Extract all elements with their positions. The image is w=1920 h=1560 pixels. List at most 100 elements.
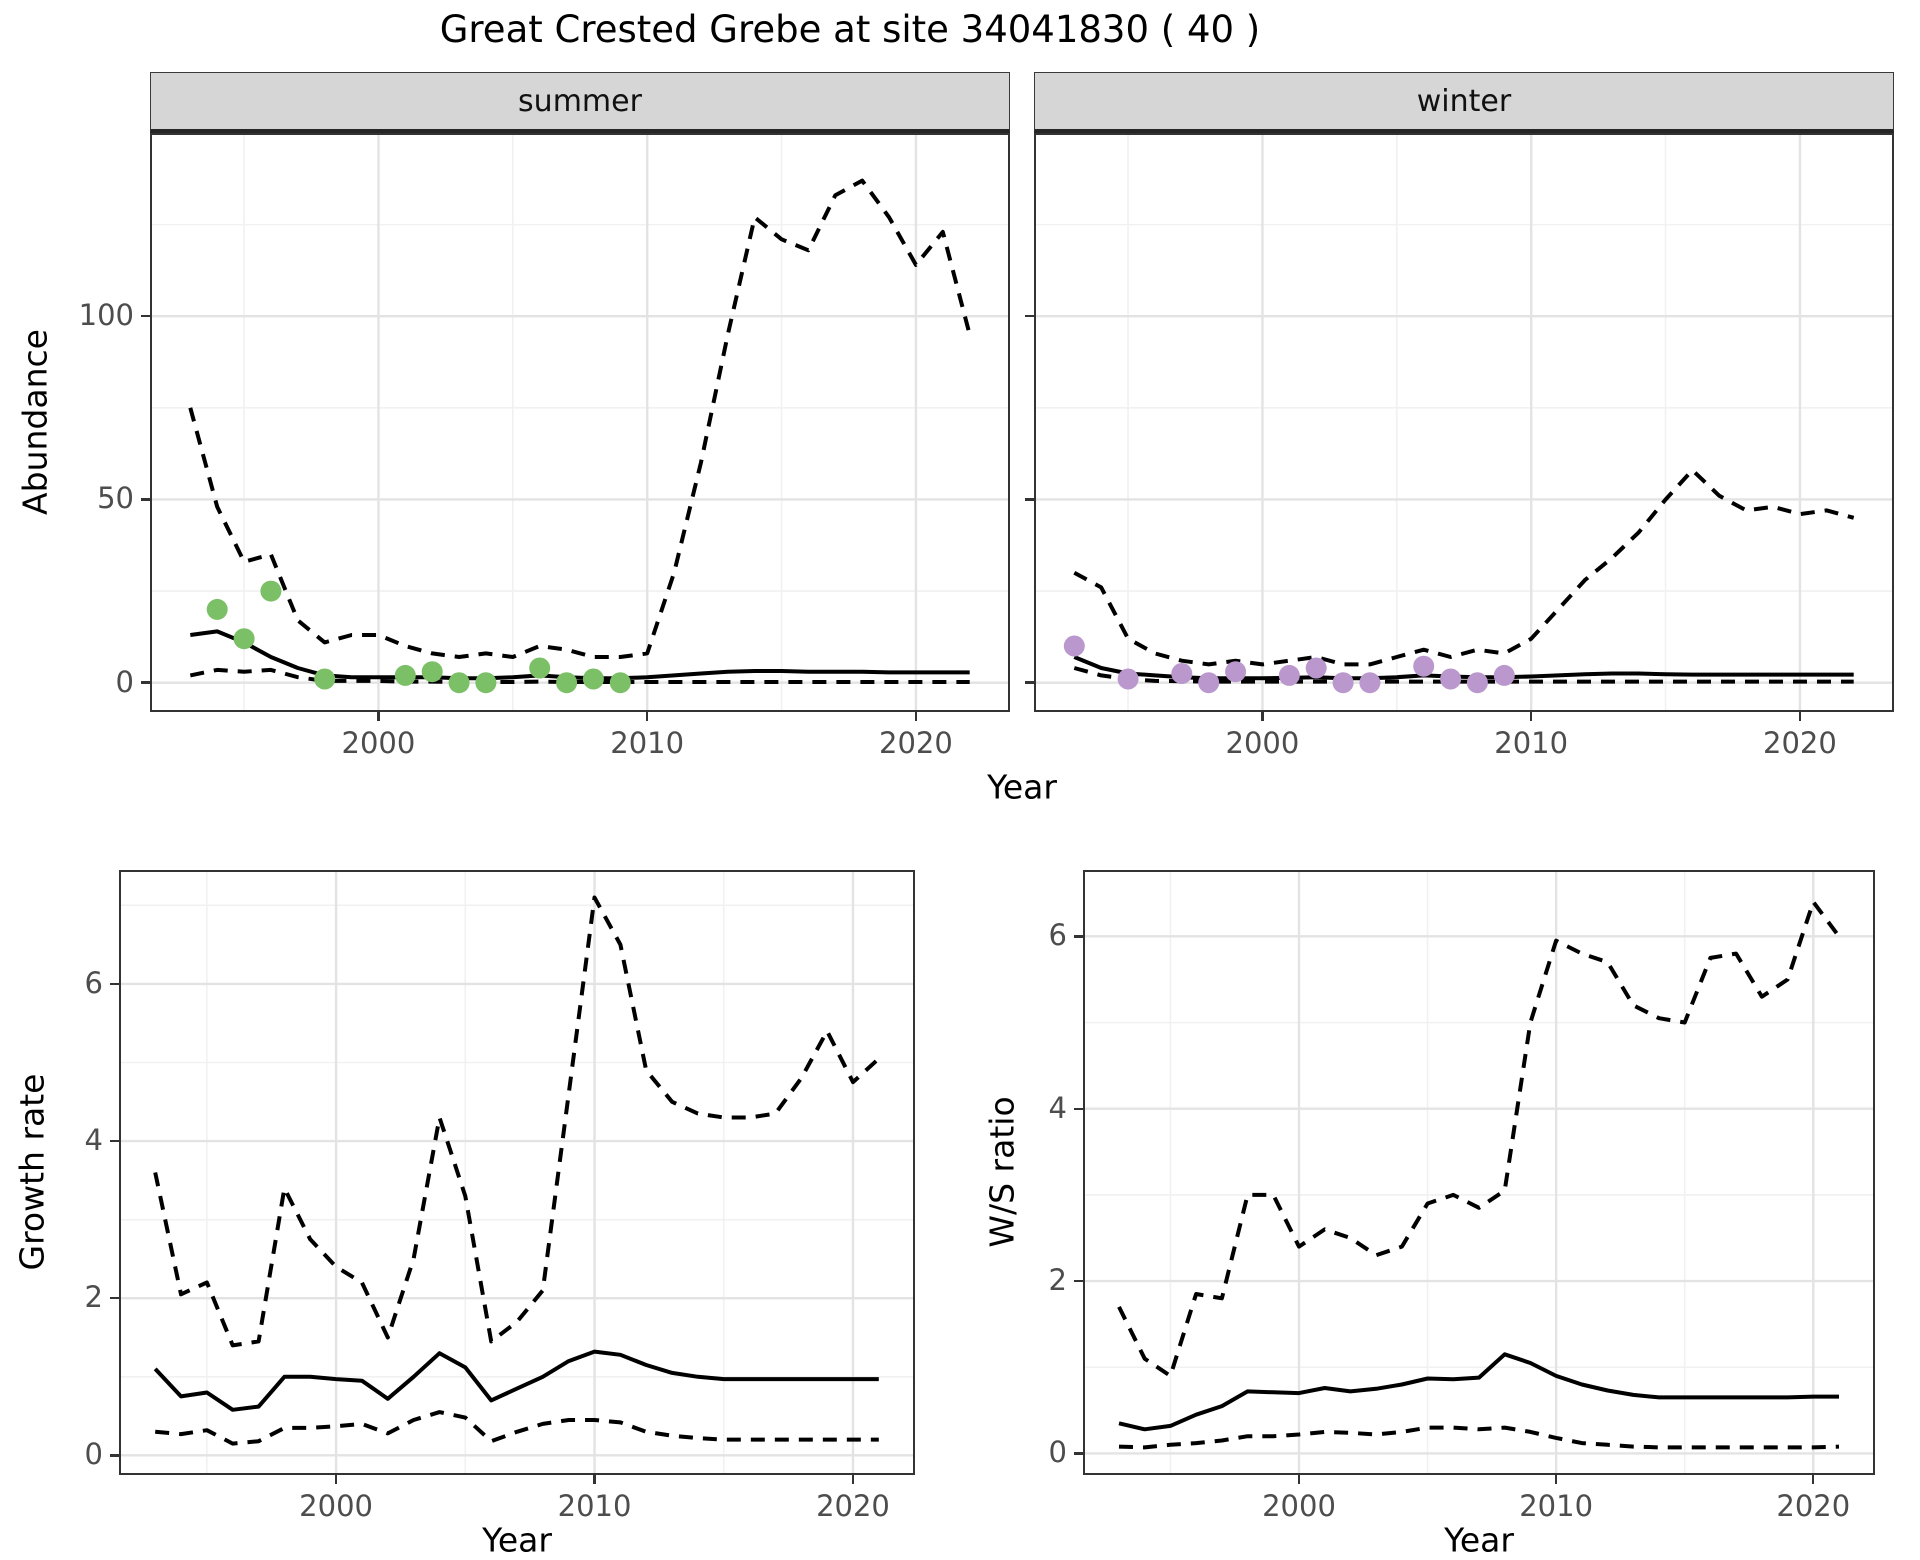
abundance-winter-upper_ci-line xyxy=(1073,468,1855,667)
observed-winter-point xyxy=(1278,664,1300,686)
x-tick-label: 2000 xyxy=(1225,726,1300,760)
facet-strip-winter-label: winter xyxy=(1416,83,1512,119)
observed-winter-point xyxy=(1466,672,1488,694)
ws-ratio-median-line xyxy=(1118,1352,1839,1432)
y-tick-mark xyxy=(1074,1452,1083,1455)
y-tick-mark xyxy=(1025,315,1034,318)
abundance-summer-chart-svg xyxy=(150,133,1010,712)
abundance-summer-panel-border xyxy=(150,133,1010,712)
x-tick-mark xyxy=(377,712,380,721)
observed-summer-point xyxy=(475,672,497,694)
ws-ratio-x-axis-title: Year xyxy=(1444,1520,1514,1560)
observed-winter-point xyxy=(1305,657,1327,679)
growth-rate-lower_ci-line xyxy=(155,1410,879,1446)
growth-rate-median-line xyxy=(153,1349,879,1412)
x-tick-label: 2000 xyxy=(299,1489,373,1523)
y-tick-label: 2 xyxy=(84,1280,103,1315)
y-tick-mark xyxy=(110,1139,119,1143)
x-tick-label: 2010 xyxy=(1494,726,1569,760)
observed-summer-point xyxy=(421,661,443,683)
facet-strip-summer: summer xyxy=(150,72,1010,133)
observed-winter-point xyxy=(1117,668,1139,690)
winter-abundance-panel xyxy=(1034,133,1894,712)
growth-rate-upper_ci-line xyxy=(153,895,881,1348)
observed-summer-point xyxy=(609,672,631,694)
observed-summer-point xyxy=(448,672,470,694)
y-tick-mark xyxy=(1074,935,1083,938)
observed-winter-point xyxy=(1413,655,1435,677)
x-tick-label: 2010 xyxy=(557,1489,632,1523)
y-tick-mark xyxy=(110,1454,119,1457)
x-tick-mark xyxy=(645,712,649,721)
x-tick-label: 2010 xyxy=(610,726,685,760)
ws-ratio-lower_ci-line xyxy=(1118,1425,1840,1450)
facet-strip-summer-label: summer xyxy=(518,83,642,119)
x-tick-mark xyxy=(1554,1475,1558,1484)
y-tick-label: 0 xyxy=(1048,1435,1067,1470)
ws-ratio-upper_ci-line xyxy=(1117,899,1841,1378)
y-tick-label: 0 xyxy=(84,1437,103,1472)
observed-summer-point xyxy=(582,668,604,690)
observed-summer-point xyxy=(529,657,551,679)
x-tick-label: 2010 xyxy=(1519,1489,1594,1523)
x-tick-mark xyxy=(1812,1475,1815,1484)
observed-summer-point xyxy=(260,580,282,602)
observed-winter-point xyxy=(1225,661,1247,683)
observed-winter-point xyxy=(1332,672,1354,694)
x-tick-mark xyxy=(1261,712,1264,721)
growth-rate-panel xyxy=(119,870,915,1475)
y-tick-label: 0 xyxy=(115,664,134,699)
facet-strip-winter: winter xyxy=(1034,72,1894,133)
y-tick-mark xyxy=(1074,1107,1083,1110)
observed-winter-point xyxy=(1359,672,1381,694)
y-tick-mark xyxy=(110,1297,119,1300)
ws-ratio-chart-svg xyxy=(1083,870,1875,1475)
x-tick-mark xyxy=(851,1475,855,1484)
y-tick-label: 50 xyxy=(97,481,134,516)
growth-rate-chart-svg xyxy=(119,870,915,1475)
x-tick-label: 2020 xyxy=(816,1489,890,1523)
x-tick-label: 2020 xyxy=(879,726,953,760)
abundance-x-axis-title: Year xyxy=(987,767,1057,807)
x-tick-mark xyxy=(1798,712,1802,721)
observed-winter-point xyxy=(1493,664,1515,686)
y-tick-mark xyxy=(141,498,150,501)
y-tick-mark xyxy=(141,681,150,684)
growth-rate-x-axis-title: Year xyxy=(482,1520,552,1560)
y-tick-label: 2 xyxy=(1048,1263,1067,1298)
observed-summer-point xyxy=(206,598,228,620)
abundance-winter-chart-svg xyxy=(1034,133,1894,712)
observed-winter-point xyxy=(1198,672,1220,694)
abundance-winter-panel-border xyxy=(1034,133,1894,712)
ws-ratio-panel-border xyxy=(1083,870,1875,1475)
x-tick-mark xyxy=(1297,1475,1301,1484)
y-tick-label: 100 xyxy=(78,298,134,333)
observed-summer-point xyxy=(394,664,416,686)
y-tick-mark xyxy=(141,315,150,318)
observed-summer-point xyxy=(233,628,255,650)
y-tick-mark xyxy=(1025,498,1034,501)
x-tick-label: 2020 xyxy=(1776,1489,1851,1523)
x-tick-mark xyxy=(1529,712,1533,721)
ws-ratio-panel xyxy=(1083,870,1875,1475)
x-tick-mark xyxy=(593,1475,596,1484)
y-tick-mark xyxy=(1074,1279,1083,1283)
x-tick-mark xyxy=(914,712,918,721)
x-tick-label: 2000 xyxy=(341,726,416,760)
y-tick-mark xyxy=(110,982,119,986)
y-tick-label: 4 xyxy=(84,1123,103,1158)
y-tick-mark xyxy=(1025,681,1034,684)
page-title: Great Crested Grebe at site 34041830 ( 4… xyxy=(439,8,1261,51)
observed-summer-point xyxy=(314,668,336,690)
observed-winter-point xyxy=(1063,635,1085,657)
x-tick-label: 2000 xyxy=(1262,1489,1336,1523)
summer-abundance-panel xyxy=(150,133,1010,712)
x-tick-label: 2020 xyxy=(1763,726,1837,760)
x-tick-mark xyxy=(334,1475,338,1484)
y-tick-label: 6 xyxy=(1048,918,1067,953)
y-tick-label: 4 xyxy=(1048,1090,1067,1125)
growth-rate-y-axis-title: Growth rate xyxy=(12,1073,52,1271)
observed-winter-point xyxy=(1440,668,1462,690)
abundance-summer-upper_ci-line xyxy=(188,178,972,659)
observed-winter-point xyxy=(1171,663,1193,684)
